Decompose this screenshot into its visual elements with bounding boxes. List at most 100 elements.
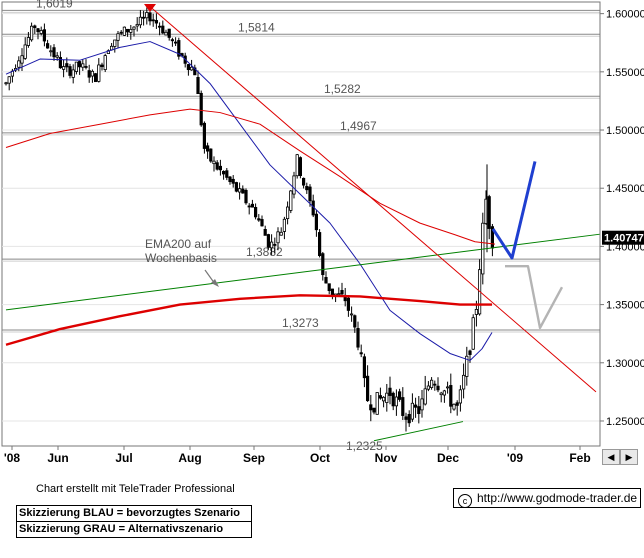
last-price-label: 1.40747 [604, 233, 644, 245]
ema-red-thin-line [5, 108, 496, 245]
candle [29, 25, 34, 41]
candle [273, 244, 277, 246]
candle [212, 160, 216, 165]
scroll-right-button[interactable]: ▶ [620, 449, 638, 465]
annotation-text: Wochenbasis [145, 251, 217, 265]
candle [167, 28, 171, 38]
candle [196, 77, 200, 95]
candle [234, 182, 238, 192]
candle [317, 232, 322, 256]
x-tick-label: Feb [569, 451, 590, 465]
candle [359, 352, 363, 355]
legend-grey-scenario: Skizzierung GRAU = Alternativszenario [17, 521, 251, 537]
candle [426, 385, 431, 390]
candle [340, 290, 344, 295]
candle [407, 414, 411, 424]
candle [135, 24, 139, 27]
chart-credit: Chart erstellt mit TeleTrader Profession… [36, 483, 235, 495]
candle [215, 162, 219, 170]
y-tick-label: 1.50000 [606, 125, 644, 137]
candle [151, 19, 155, 22]
candle [260, 219, 264, 227]
candle [455, 402, 459, 406]
candle [132, 26, 136, 30]
candle [221, 170, 226, 175]
candle [205, 145, 210, 152]
candle [225, 170, 229, 178]
candle [228, 176, 232, 183]
candle [237, 188, 242, 193]
source-link[interactable]: c http://www.godmode-trader.de [453, 488, 641, 508]
candle [266, 234, 271, 248]
candle [154, 20, 158, 24]
candle [465, 355, 469, 377]
y-tick-label: 1.55000 [606, 67, 644, 79]
candle [138, 16, 142, 26]
candle [295, 154, 299, 177]
candle [282, 218, 287, 232]
candle [420, 398, 424, 411]
candle [100, 64, 104, 67]
candle [458, 389, 463, 404]
candle [129, 28, 133, 33]
x-tick-label: Nov [375, 451, 398, 465]
candle [356, 327, 360, 348]
x-tick-label: '09 [507, 451, 524, 465]
candle [276, 231, 280, 244]
trend-line-green [5, 233, 601, 311]
candle [353, 315, 357, 328]
candle [189, 66, 194, 71]
candle [257, 218, 261, 221]
scroll-left-button[interactable]: ◀ [602, 449, 620, 465]
candle [349, 313, 354, 316]
candle [471, 317, 475, 350]
y-tick-label: 1.30000 [606, 358, 644, 370]
candle [461, 374, 466, 390]
x-tick-label: Dec [437, 451, 459, 465]
level-label: 1,5814 [238, 20, 275, 34]
trend-line-green-support [373, 421, 464, 442]
candle [378, 395, 383, 399]
x-tick-label: Sep [243, 451, 265, 465]
candle [401, 397, 405, 416]
candle [58, 57, 63, 69]
candle [55, 55, 59, 58]
top-marker-triangle [144, 4, 156, 12]
level-label: 1,4967 [340, 119, 377, 133]
candle [42, 29, 47, 42]
candle [410, 402, 415, 420]
candle [423, 388, 427, 405]
candle [231, 178, 235, 184]
price-chart: 1,60191,58141,52821,49671,38821,32731,23… [1, 0, 644, 465]
candle [321, 253, 325, 276]
candle [84, 66, 88, 68]
candle [87, 70, 91, 78]
candle [141, 16, 146, 19]
candle [126, 28, 130, 33]
candle [436, 385, 440, 391]
plot-frame [1, 1, 601, 447]
candle [397, 391, 402, 400]
candle [337, 293, 341, 296]
scenario-blue-path [491, 161, 537, 260]
trend-line-red [147, 4, 597, 393]
candle [372, 407, 376, 413]
candle [65, 63, 69, 68]
candle [452, 403, 456, 410]
candle [449, 385, 453, 407]
candle [388, 387, 392, 396]
y-tick-label: 1.60000 [606, 9, 644, 21]
candle [314, 213, 319, 231]
candle [253, 206, 258, 218]
x-tick-label: Aug [178, 451, 201, 465]
candle [90, 70, 94, 77]
candle [327, 283, 331, 291]
candle [202, 122, 206, 149]
candle [71, 69, 75, 78]
candle [81, 63, 85, 68]
candle [468, 350, 472, 355]
candle [173, 41, 178, 44]
scenario-grey-path [505, 264, 564, 330]
candle [170, 39, 174, 42]
last-price-box [602, 230, 644, 245]
